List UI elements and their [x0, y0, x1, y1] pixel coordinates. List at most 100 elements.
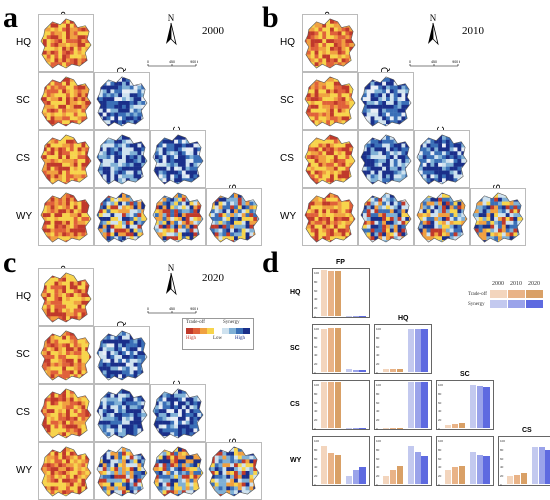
- y-tick-label: 60: [376, 401, 379, 405]
- map-cell-cs-fp: [38, 130, 94, 188]
- bar-synergy-2000: [408, 329, 414, 372]
- bar-synergy-2010: [353, 470, 359, 484]
- map-cell-wy-sc: [414, 188, 470, 246]
- year-label-b: 2010: [462, 25, 484, 37]
- bar-synergy-2020: [359, 370, 365, 372]
- map-cell-sc-hq: [358, 72, 414, 130]
- y-tick-label: 40: [438, 465, 441, 469]
- y-tick-label: 0: [376, 483, 378, 487]
- bar-tradeoff-2000: [321, 270, 327, 316]
- y-tick-label: 40: [314, 353, 317, 357]
- bar-legend: 2000 2010 2020 Trade-off Synergy: [468, 280, 546, 316]
- y-tick-label: 20: [376, 418, 379, 422]
- bar-synergy-2020: [483, 456, 489, 484]
- bar-legend-year-2020: 2020: [528, 281, 540, 287]
- year-label-c: 2020: [202, 272, 224, 284]
- y-tick-label: 100: [314, 327, 319, 331]
- map-cell-sc-fp: [302, 72, 358, 130]
- map-cell-cs-sc: [414, 130, 470, 188]
- bar-tradeoff-2000: [445, 425, 451, 428]
- bar-tradeoff-2000: [321, 446, 327, 484]
- bar-synergy-2000: [346, 369, 352, 372]
- y-tick-label: 0: [500, 483, 502, 487]
- bar-tradeoff-2010: [390, 470, 396, 484]
- bar-synergy-2020: [483, 387, 489, 428]
- bar-tradeoff-2010: [514, 475, 520, 484]
- map-cell-wy-cs: [206, 188, 262, 246]
- panel-letter-c: c: [3, 248, 16, 278]
- chart-column-label-fp: FP: [336, 259, 345, 266]
- map-cell-wy-cs: [206, 442, 262, 500]
- bar-synergy-2010: [415, 329, 421, 372]
- bar-tradeoff-2020: [521, 473, 527, 485]
- y-tick-label: 20: [376, 362, 379, 366]
- bar-synergy-2010: [415, 382, 421, 428]
- legend-swatch: [186, 328, 193, 334]
- bar-tradeoff-2020: [335, 271, 341, 316]
- bar-synergy-2020: [421, 329, 427, 372]
- map-cell-wy-hq: [358, 188, 414, 246]
- legend-swatch: [200, 328, 207, 334]
- bar-synergy-2000: [408, 382, 414, 428]
- bar-tradeoff-2010: [452, 467, 458, 484]
- row-label-wy: WY: [16, 211, 32, 222]
- y-tick-label: 40: [500, 465, 503, 469]
- bar-synergy-2010: [353, 370, 359, 372]
- y-tick-label: 80: [376, 392, 379, 396]
- y-tick-label: 40: [376, 465, 379, 469]
- legend-swatch: [214, 328, 221, 334]
- y-tick-label: 60: [376, 345, 379, 349]
- chart-column-label-sc: SC: [460, 371, 470, 378]
- y-tick-label: 0: [314, 427, 316, 431]
- y-tick-label: 100: [376, 327, 381, 331]
- bar-tradeoff-2020: [335, 382, 341, 428]
- y-tick-label: 100: [314, 383, 319, 387]
- bar-legend-swatch-tradeoff: [526, 290, 543, 298]
- panel-letter-d: d: [262, 248, 279, 278]
- y-tick-label: 100: [438, 383, 443, 387]
- legend-swatch: [243, 328, 250, 334]
- bar-synergy-2000: [408, 446, 414, 484]
- bar-synergy-2000: [470, 385, 476, 428]
- bar-legend-year-2000: 2000: [492, 281, 504, 287]
- bar-tradeoff-2010: [328, 328, 334, 372]
- legend-synergy-label: Synergy: [223, 320, 240, 325]
- bar-tradeoff-2010: [328, 271, 334, 316]
- legend-swatch: [222, 328, 229, 334]
- y-tick-label: 60: [500, 457, 503, 461]
- map-cell-sc-fp: [38, 326, 94, 384]
- y-tick-label: 40: [314, 409, 317, 413]
- y-tick-label: 0: [314, 483, 316, 487]
- y-tick-label: 100: [314, 439, 319, 443]
- bar-tradeoff-2020: [459, 466, 465, 484]
- y-tick-label: 0: [438, 483, 440, 487]
- y-tick-label: 60: [314, 345, 317, 349]
- y-tick-label: 40: [314, 465, 317, 469]
- legend-swatch: [236, 328, 243, 334]
- north-arrow-icon: N: [160, 262, 182, 301]
- legend-swatch: [193, 328, 200, 334]
- bar-legend-swatch-synergy: [526, 300, 543, 308]
- map-cell-wy-sc: [150, 188, 206, 246]
- bar-tradeoff-2000: [445, 470, 451, 484]
- bar-tradeoff-2000: [383, 476, 389, 484]
- chart-column-label-cs: CS: [522, 427, 532, 434]
- y-tick-label: 60: [314, 289, 317, 293]
- north-arrow-icon: N: [160, 12, 182, 51]
- bar-synergy-2020: [421, 382, 427, 428]
- legend-tradeoff-label: Trade-off: [186, 320, 205, 325]
- map-cell-cs-fp: [38, 384, 94, 442]
- y-tick-label: 80: [314, 336, 317, 340]
- map-cell-cs-sc: [150, 384, 206, 442]
- bar-synergy-2020: [421, 456, 427, 484]
- map-cell-cs-sc: [150, 130, 206, 188]
- legend-color-ramp: [186, 328, 250, 334]
- y-tick-label: 60: [438, 457, 441, 461]
- y-tick-label: 20: [438, 418, 441, 422]
